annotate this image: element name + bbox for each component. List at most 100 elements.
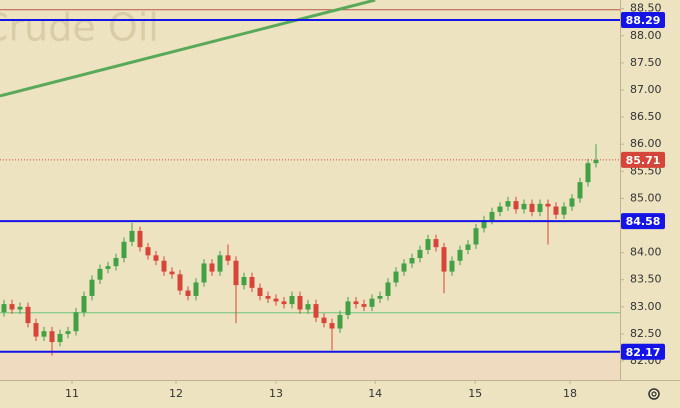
candle-body (561, 206, 567, 215)
level-label: 84.58 (626, 215, 661, 228)
y-tick-label: 88.00 (630, 29, 662, 42)
y-tick-label: 82.50 (630, 327, 662, 340)
candle-body (105, 266, 111, 269)
candle-body (433, 239, 439, 248)
candle-body (385, 282, 391, 296)
trendline (0, 0, 376, 98)
candle-body (369, 298, 375, 307)
candle-body (145, 247, 151, 256)
candle-body (401, 263, 407, 272)
candle-body (273, 298, 279, 302)
settings-icon[interactable] (648, 388, 660, 400)
candle-body (337, 314, 343, 329)
x-tick-label: 18 (563, 387, 577, 400)
y-tick-label: 83.00 (630, 300, 662, 313)
y-tick-label: 83.50 (630, 273, 662, 286)
candle-body (281, 301, 287, 305)
candle-body (345, 301, 351, 315)
candle-body (569, 198, 575, 207)
candle-body (505, 201, 511, 207)
candle-body (33, 323, 39, 337)
candle-body (209, 263, 215, 272)
candle-body (521, 203, 527, 210)
y-tick-label: 87.50 (630, 56, 662, 69)
candle-body (425, 239, 431, 250)
candle-body (289, 295, 295, 305)
candle-body (177, 274, 183, 291)
candle-body (249, 277, 255, 288)
candle-body (409, 258, 415, 264)
candle-body (513, 201, 519, 210)
last-price-label: 85.71 (626, 154, 661, 167)
candle-body (121, 241, 127, 259)
x-tick-label: 11 (65, 387, 79, 400)
x-tick-label: 15 (468, 387, 482, 400)
level-label: 88.29 (626, 14, 661, 27)
last-price-box (621, 151, 665, 168)
candle-body (185, 290, 191, 296)
candle-body (545, 203, 551, 207)
candle-body (57, 333, 63, 343)
candle-body (9, 304, 15, 310)
candle-body (529, 203, 535, 212)
candle-body (457, 249, 463, 261)
candle-body (225, 255, 231, 261)
candle-body (305, 304, 311, 310)
x-tick-label: 12 (169, 387, 183, 400)
candle-body (489, 211, 495, 221)
candle-body (201, 263, 207, 283)
candle-body (169, 271, 175, 275)
candle-body (97, 268, 103, 280)
level-label-box (621, 213, 665, 230)
candle-body (585, 163, 591, 183)
candle-body (81, 295, 87, 313)
candle-body (313, 304, 319, 318)
candle-body (481, 220, 487, 229)
candle-body (129, 230, 135, 242)
candle-body (17, 306, 23, 310)
candle-body (65, 331, 71, 334)
candle-body (361, 304, 367, 307)
y-tick-label: 84.00 (630, 246, 662, 259)
lower-zone (0, 351, 620, 380)
candle-body (25, 306, 31, 324)
y-tick-label: 86.00 (630, 137, 662, 150)
candle-body (377, 295, 383, 299)
level-label-box (621, 343, 665, 360)
candle-body (593, 159, 599, 164)
candle-body (297, 295, 303, 310)
candle-body (257, 287, 263, 296)
candle-body (441, 247, 447, 272)
candle-body (89, 279, 95, 296)
candle-body (193, 282, 199, 296)
candle-body (353, 301, 359, 305)
candle-body (473, 228, 479, 245)
y-tick-label: 86.50 (630, 110, 662, 123)
candle-body (265, 295, 271, 299)
candle-body (537, 203, 543, 212)
candle-body (161, 260, 167, 272)
y-tick-label: 85.00 (630, 191, 662, 204)
candle-body (497, 206, 503, 212)
candle-body (41, 331, 47, 337)
y-tick-label: 88.50 (630, 2, 662, 15)
candle-body (137, 230, 143, 248)
candle-body (465, 244, 471, 250)
level-label: 82.17 (626, 346, 661, 359)
candle-body (113, 258, 119, 267)
level-label-box (621, 12, 665, 29)
candle-body (329, 323, 335, 329)
candle-body (73, 312, 79, 332)
candle-body (393, 271, 399, 283)
candle-body (577, 182, 583, 199)
candle-body (553, 206, 559, 215)
candle-body (233, 260, 239, 286)
x-tick-label: 13 (269, 387, 283, 400)
candle-body (417, 249, 423, 259)
watermark: Crude Oil (0, 6, 159, 50)
candle-body (1, 304, 7, 313)
candle-body (449, 260, 455, 272)
candle-body (217, 255, 223, 272)
